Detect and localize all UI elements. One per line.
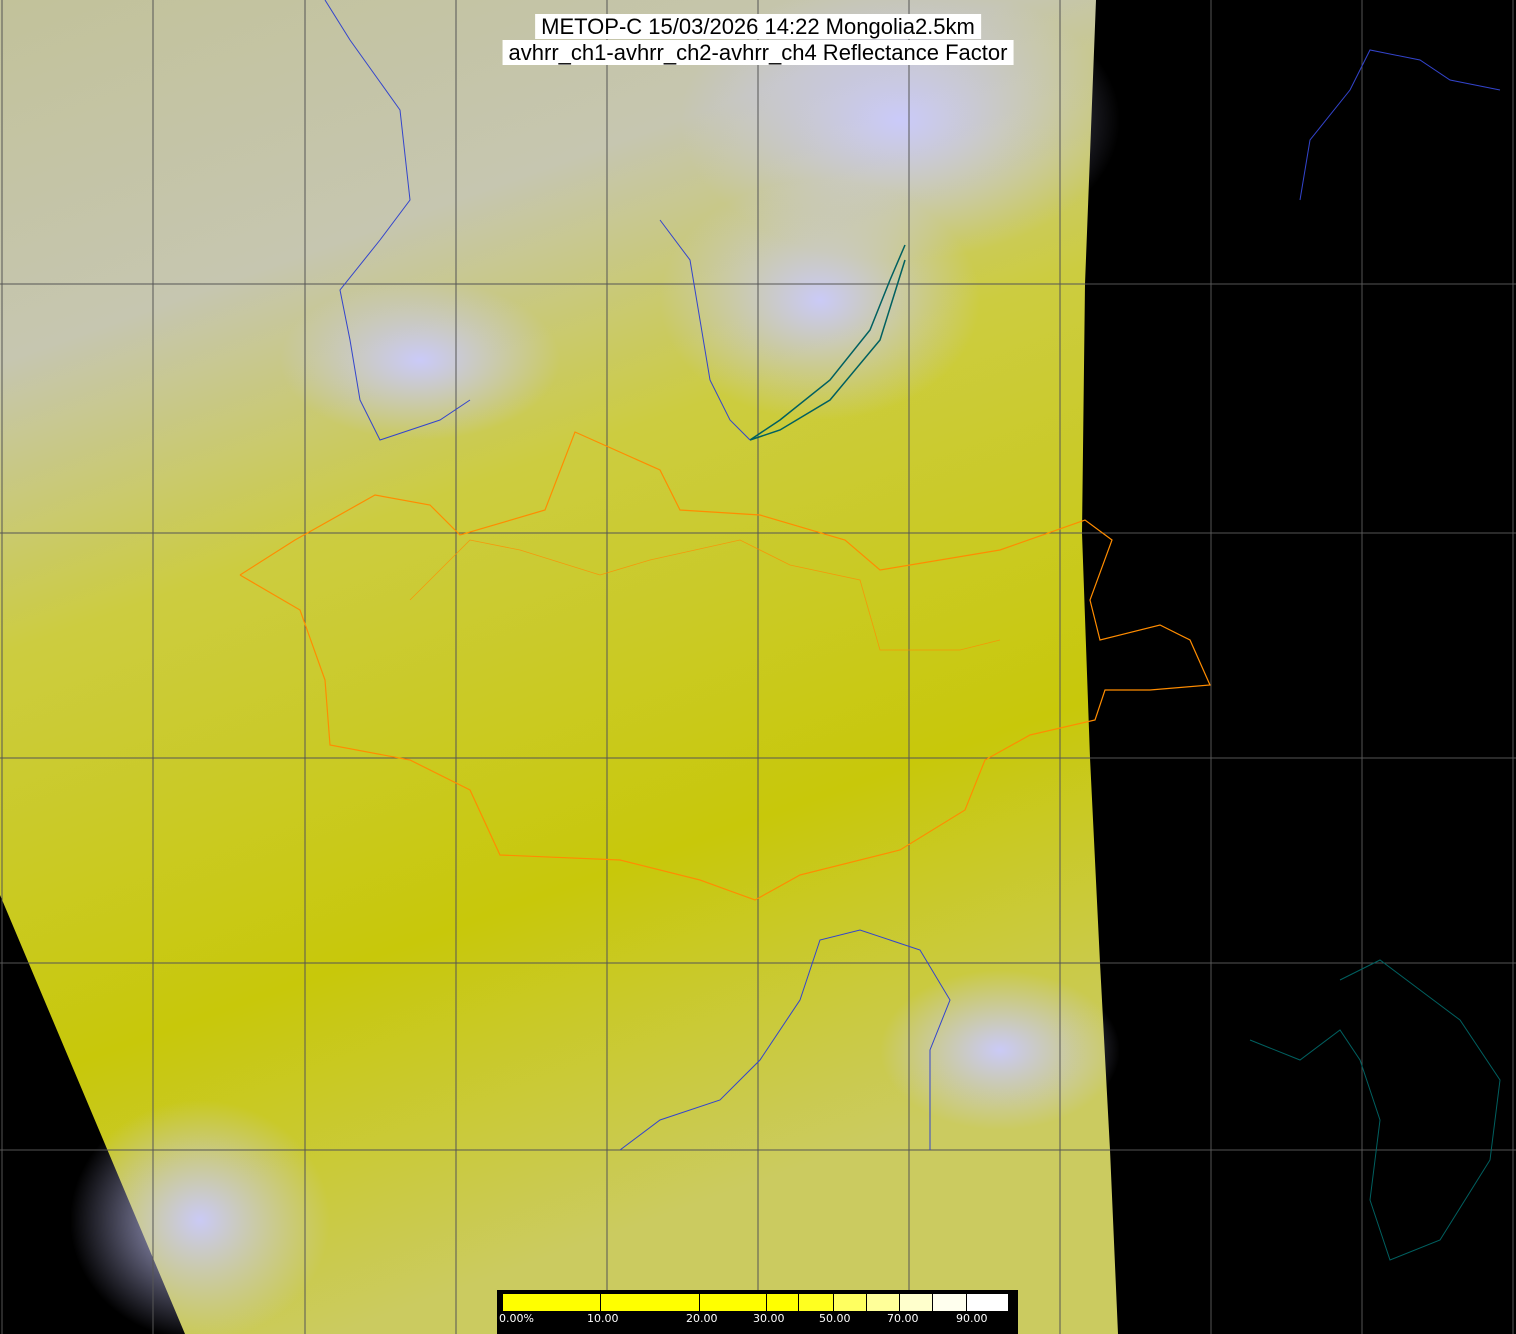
river-yellow <box>619 929 951 1151</box>
map-title-line2: avhrr_ch1-avhrr_ch2-avhrr_ch4 Reflectanc… <box>502 40 1014 65</box>
colorbar-label: 50.00 <box>819 1312 851 1325</box>
coastline-korea <box>1249 959 1501 1261</box>
colorbar-label: 90.00 <box>956 1312 988 1325</box>
colorbar-label: 30.00 <box>753 1312 785 1325</box>
colorbar-label: 0.00% <box>499 1312 534 1325</box>
map-title-line1: METOP-C 15/03/2026 14:22 Mongolia2.5km <box>535 14 981 39</box>
colorbar-segment <box>700 1294 767 1311</box>
colorbar-strip <box>503 1294 1009 1311</box>
lake-baikal <box>749 244 906 441</box>
colorbar-segment <box>767 1294 799 1311</box>
river-yenisei <box>324 0 471 441</box>
colorbar-segment <box>900 1294 933 1311</box>
colorbar-legend: 0.00% 10.00 20.00 30.00 50.00 70.00 90.0… <box>497 1290 1018 1334</box>
colorbar-segment <box>601 1294 700 1311</box>
colorbar-segment <box>933 1294 967 1311</box>
mongolia-border <box>239 431 1211 901</box>
colorbar-segment <box>503 1294 601 1311</box>
colorbar-label: 70.00 <box>887 1312 919 1325</box>
river-angara <box>659 219 751 441</box>
colorbar-segment <box>834 1294 867 1311</box>
coastline-east <box>1299 49 1501 201</box>
colorbar-segment <box>799 1294 834 1311</box>
internal-borders <box>409 539 1001 651</box>
colorbar-label: 20.00 <box>686 1312 718 1325</box>
colorbar-label: 10.00 <box>587 1312 619 1325</box>
colorbar-segment <box>967 1294 1009 1311</box>
colorbar-segment <box>867 1294 900 1311</box>
